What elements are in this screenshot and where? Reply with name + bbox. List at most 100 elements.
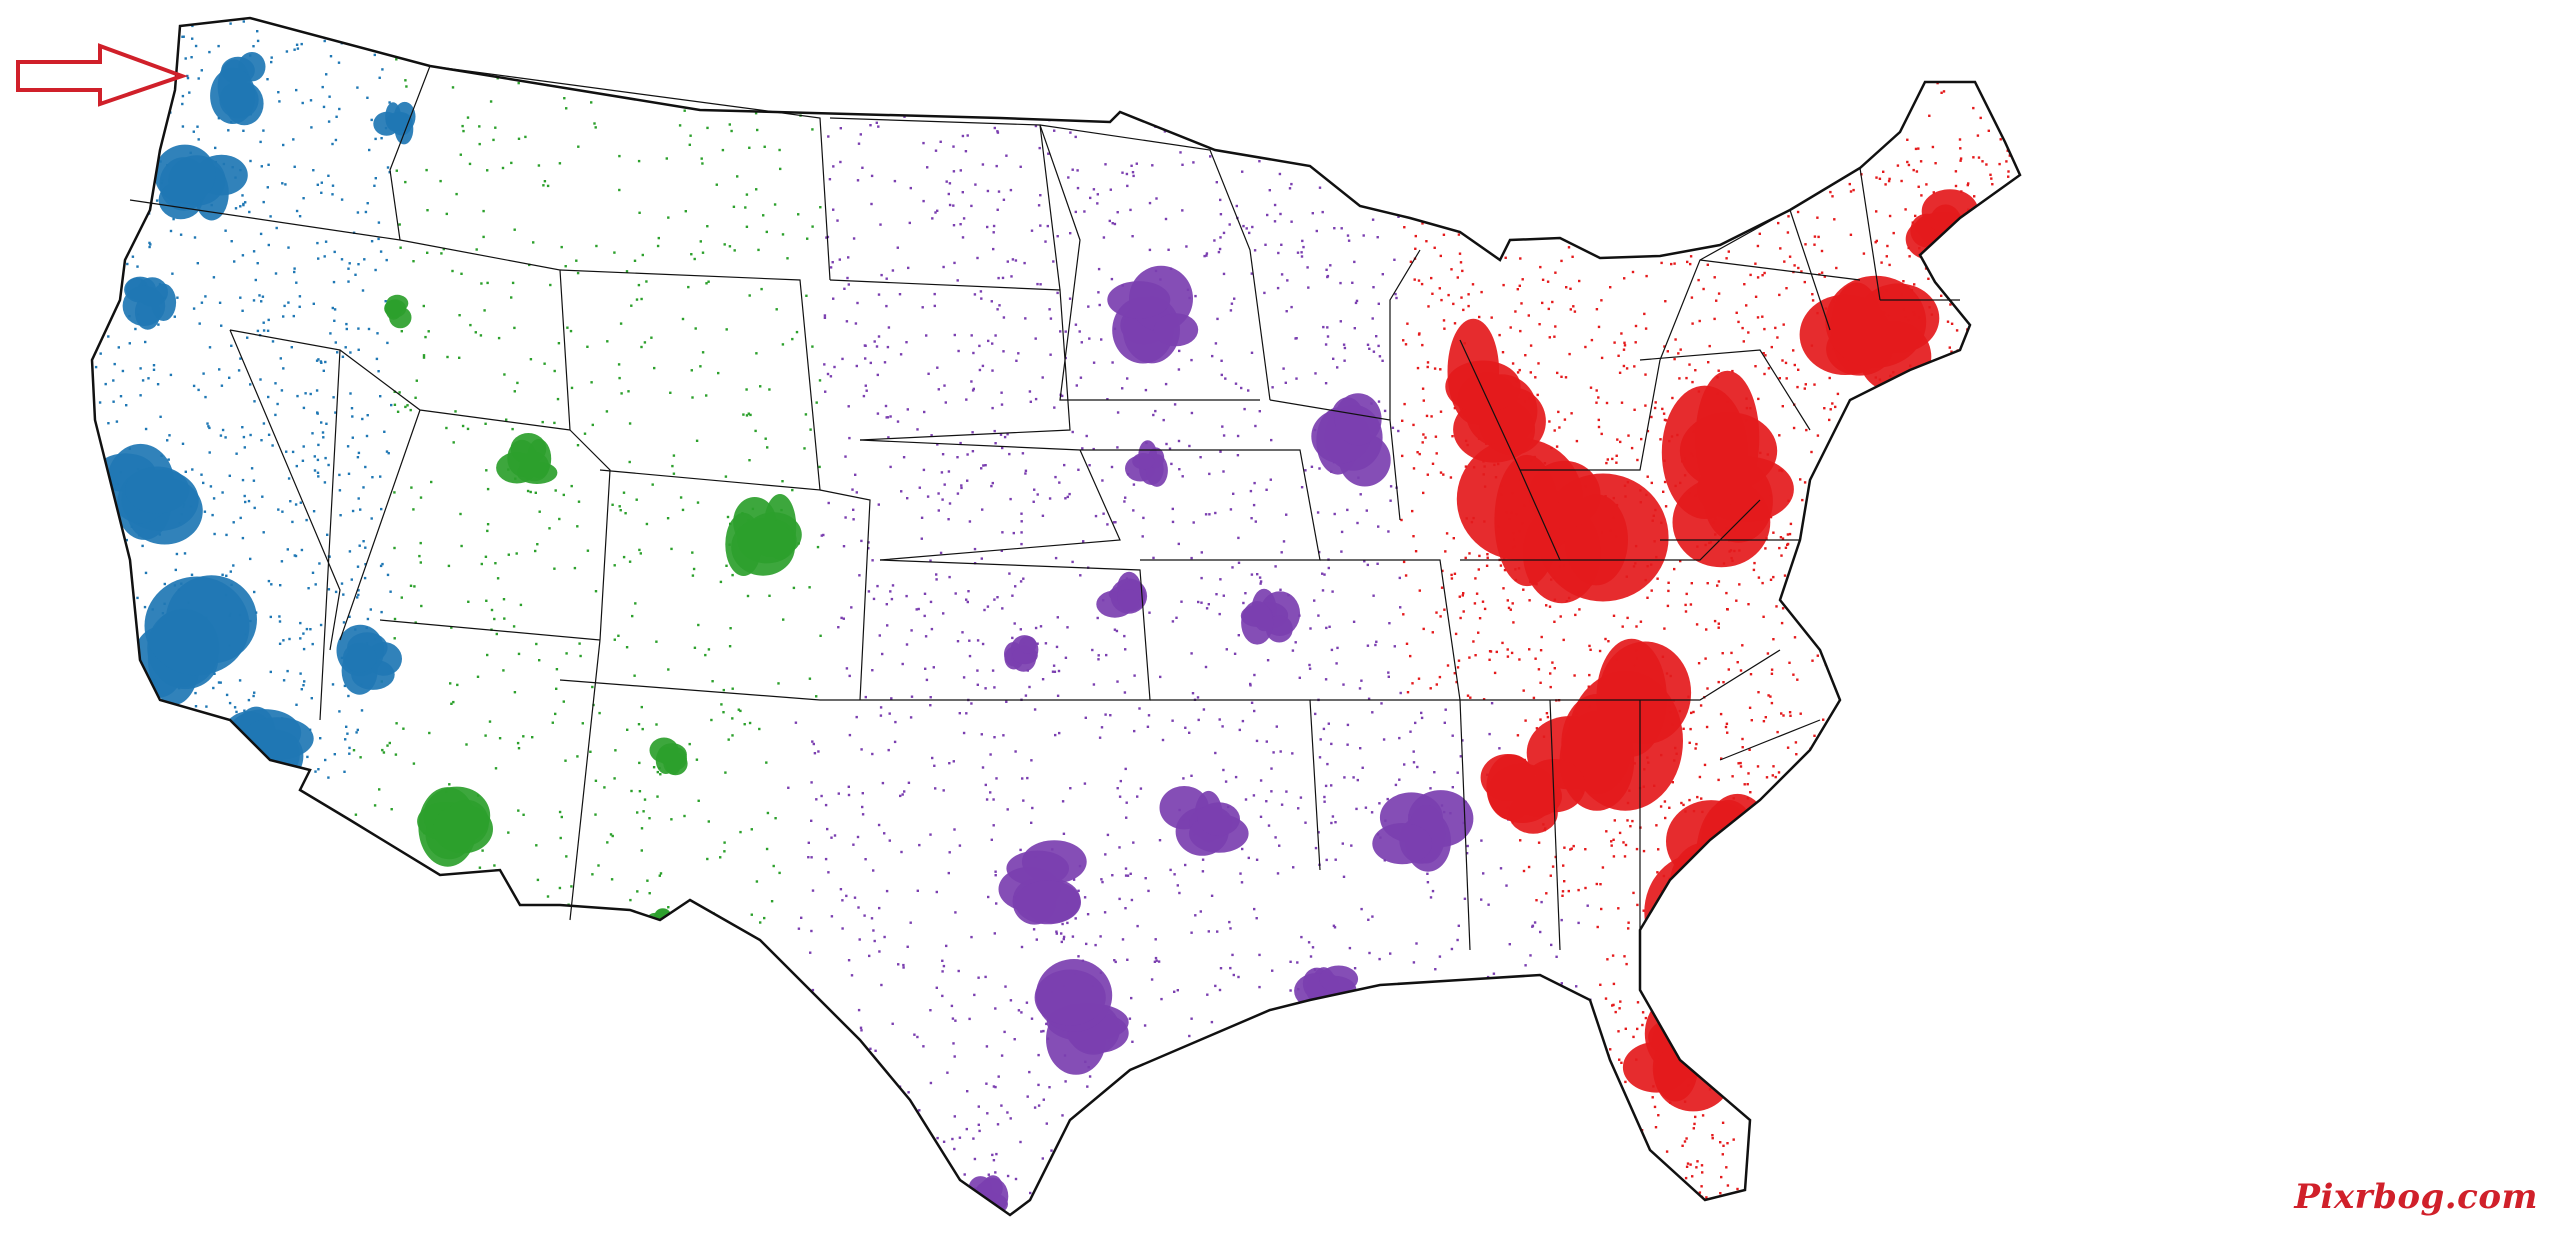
population-dot — [1115, 629, 1119, 633]
population-dot — [1452, 537, 1455, 540]
population-dot — [1877, 483, 1881, 486]
population-dot — [1313, 599, 1316, 602]
population-dot — [1685, 592, 1688, 596]
population-dot — [1717, 369, 1720, 372]
population-dot — [1097, 658, 1100, 661]
population-dot — [1228, 920, 1231, 924]
population-dot — [331, 683, 335, 686]
population-dot — [1930, 441, 1933, 445]
population-dot — [1573, 310, 1577, 313]
population-dot — [1033, 1106, 1037, 1109]
population-dot — [1068, 492, 1071, 496]
population-dot — [1866, 1044, 1869, 1047]
population-dot — [1074, 210, 1077, 214]
population-dot — [1229, 309, 1233, 312]
population-dot — [1776, 336, 1779, 339]
population-dot — [1066, 626, 1069, 629]
population-dot — [884, 404, 888, 408]
population-dot — [577, 500, 581, 503]
population-dot — [880, 983, 883, 987]
population-dot — [1964, 1158, 1967, 1162]
population-dot — [1312, 113, 1315, 117]
population-dot — [1003, 435, 1007, 439]
population-dot — [1139, 95, 1142, 98]
population-dot — [1346, 723, 1350, 727]
population-dot — [1600, 907, 1603, 911]
population-dot — [116, 520, 120, 523]
population-dot — [1399, 691, 1402, 695]
population-dot — [408, 1066, 411, 1069]
population-dot — [1022, 577, 1025, 580]
population-dot — [1962, 546, 1965, 550]
population-dot — [1953, 766, 1956, 770]
population-dot — [1704, 18, 1707, 19]
population-dot — [755, 880, 759, 883]
population-dot — [891, 1022, 894, 1025]
population-dot — [109, 704, 112, 708]
population-dot — [259, 1086, 262, 1089]
population-dot — [1475, 52, 1479, 55]
population-dot — [186, 738, 189, 741]
population-dot — [1931, 145, 1935, 149]
population-dot — [266, 186, 269, 189]
population-dot — [954, 592, 957, 595]
population-dot — [867, 541, 870, 544]
population-dot — [104, 382, 107, 386]
population-dot — [560, 245, 563, 249]
population-dot — [279, 584, 282, 587]
population-dot — [316, 183, 319, 186]
population-dot — [1839, 117, 1842, 121]
population-dot — [1879, 421, 1882, 424]
population-dot — [979, 290, 983, 293]
population-dot — [962, 61, 965, 64]
population-dot — [293, 48, 296, 51]
population-dot — [90, 1049, 92, 1051]
population-dot — [1610, 844, 1613, 847]
population-dot — [1779, 536, 1783, 539]
population-dot — [2018, 111, 2020, 114]
population-dot — [1215, 181, 1218, 184]
population-dot — [1563, 880, 1566, 883]
population-dot — [1250, 517, 1253, 520]
population-dot — [640, 849, 643, 852]
population-dot — [1061, 1114, 1064, 1117]
population-dot — [1883, 1093, 1886, 1097]
population-dot — [1217, 250, 1221, 254]
population-dot — [1490, 18, 1494, 21]
population-dot — [1412, 761, 1416, 764]
population-dot — [427, 1164, 430, 1167]
population-dot — [2025, 934, 2027, 936]
population-dot — [1894, 1003, 1898, 1006]
population-dot — [1098, 303, 1101, 307]
population-dot — [1900, 179, 1903, 183]
population-dot — [993, 598, 996, 601]
population-dot — [1184, 726, 1187, 729]
population-dot — [992, 1085, 996, 1088]
population-dot — [1811, 293, 1814, 296]
population-dot — [188, 91, 191, 94]
population-dot — [1130, 996, 1133, 1000]
population-dot — [1133, 729, 1136, 733]
population-dot — [812, 742, 815, 746]
population-dot — [1470, 1085, 1473, 1088]
population-dot — [1632, 891, 1635, 895]
population-dot — [1192, 161, 1195, 164]
population-dot — [2008, 769, 2012, 772]
population-dot — [2015, 508, 2019, 511]
population-dot — [338, 107, 341, 111]
population-dot — [1825, 626, 1828, 629]
population-dot — [1855, 471, 1858, 474]
population-dot — [262, 329, 266, 332]
population-dot — [382, 28, 385, 32]
population-dot — [1286, 279, 1289, 282]
population-dot — [2004, 691, 2007, 694]
population-dot — [1695, 1166, 1698, 1169]
population-dot — [1391, 187, 1395, 191]
population-dot — [498, 737, 502, 740]
population-dot — [192, 1090, 195, 1093]
population-dot — [792, 1132, 796, 1135]
population-dot — [981, 90, 984, 94]
population-dot — [943, 483, 946, 486]
population-dot — [1560, 918, 1563, 922]
population-dot — [1144, 388, 1148, 392]
